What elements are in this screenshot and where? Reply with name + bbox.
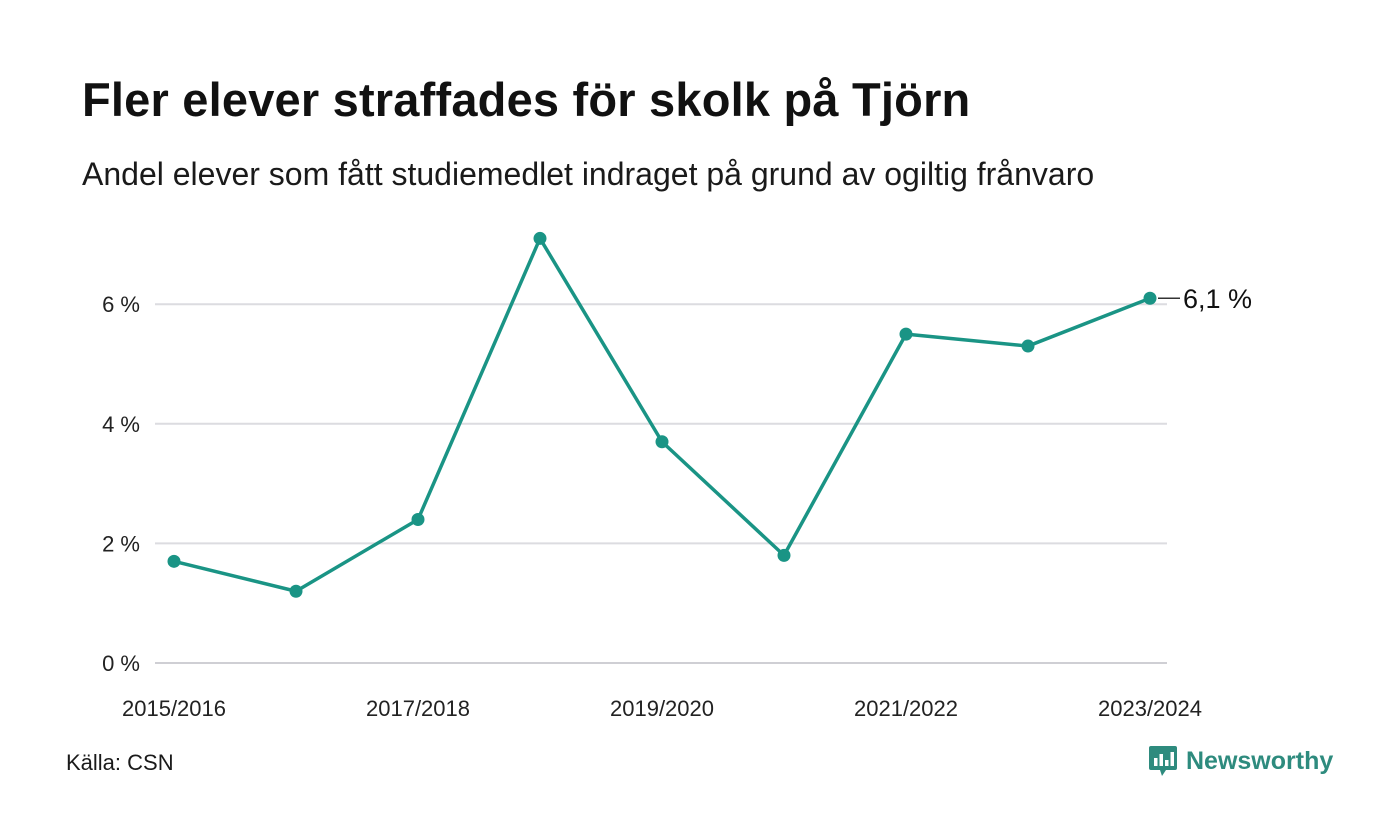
data-point xyxy=(777,548,791,562)
series-line xyxy=(172,236,1152,593)
data-point xyxy=(533,231,547,245)
x-tick-label: 2015/2016 xyxy=(122,696,226,721)
bar-chart-speech-bubble-icon xyxy=(1149,746,1177,776)
line-chart: 0 % 2 % 4 % 6 % 2015/2016 2017/2018 2019/2020… xyxy=(102,231,1252,721)
data-point xyxy=(167,554,181,568)
x-tick-label: 2023/2024 xyxy=(1098,696,1202,721)
end-label-group: 6,1 % xyxy=(1158,284,1252,314)
x-axis-ticks: 2015/2016 2017/2018 2019/2020 2021/2022 2023… xyxy=(122,696,1202,721)
data-point xyxy=(1143,291,1157,305)
y-tick-label: 6 % xyxy=(102,292,140,317)
chart-title: Fler elever straffades för skolk på Tjör… xyxy=(82,73,971,126)
source-note: Källa: CSN xyxy=(66,750,174,775)
x-tick-label: 2021/2022 xyxy=(854,696,958,721)
data-point xyxy=(899,327,913,341)
data-point xyxy=(655,435,669,449)
brand-logo: Newsworthy xyxy=(1148,744,1333,778)
data-point xyxy=(289,584,303,598)
y-tick-label: 0 % xyxy=(102,651,140,676)
y-tick-label: 2 % xyxy=(102,531,140,556)
end-value-label: 6,1 % xyxy=(1183,284,1252,314)
series xyxy=(167,231,1157,598)
data-point xyxy=(411,512,425,526)
data-point xyxy=(1021,339,1035,353)
brand-name: Newsworthy xyxy=(1186,746,1334,775)
x-tick-label: 2017/2018 xyxy=(366,696,470,721)
y-axis-ticks: 0 % 2 % 4 % 6 % xyxy=(102,292,140,676)
grid-lines xyxy=(155,303,1167,664)
x-tick-label: 2019/2020 xyxy=(610,696,714,721)
chart-subtitle: Andel elever som fått studiemedlet indra… xyxy=(82,156,1095,192)
y-tick-label: 4 % xyxy=(102,412,140,437)
